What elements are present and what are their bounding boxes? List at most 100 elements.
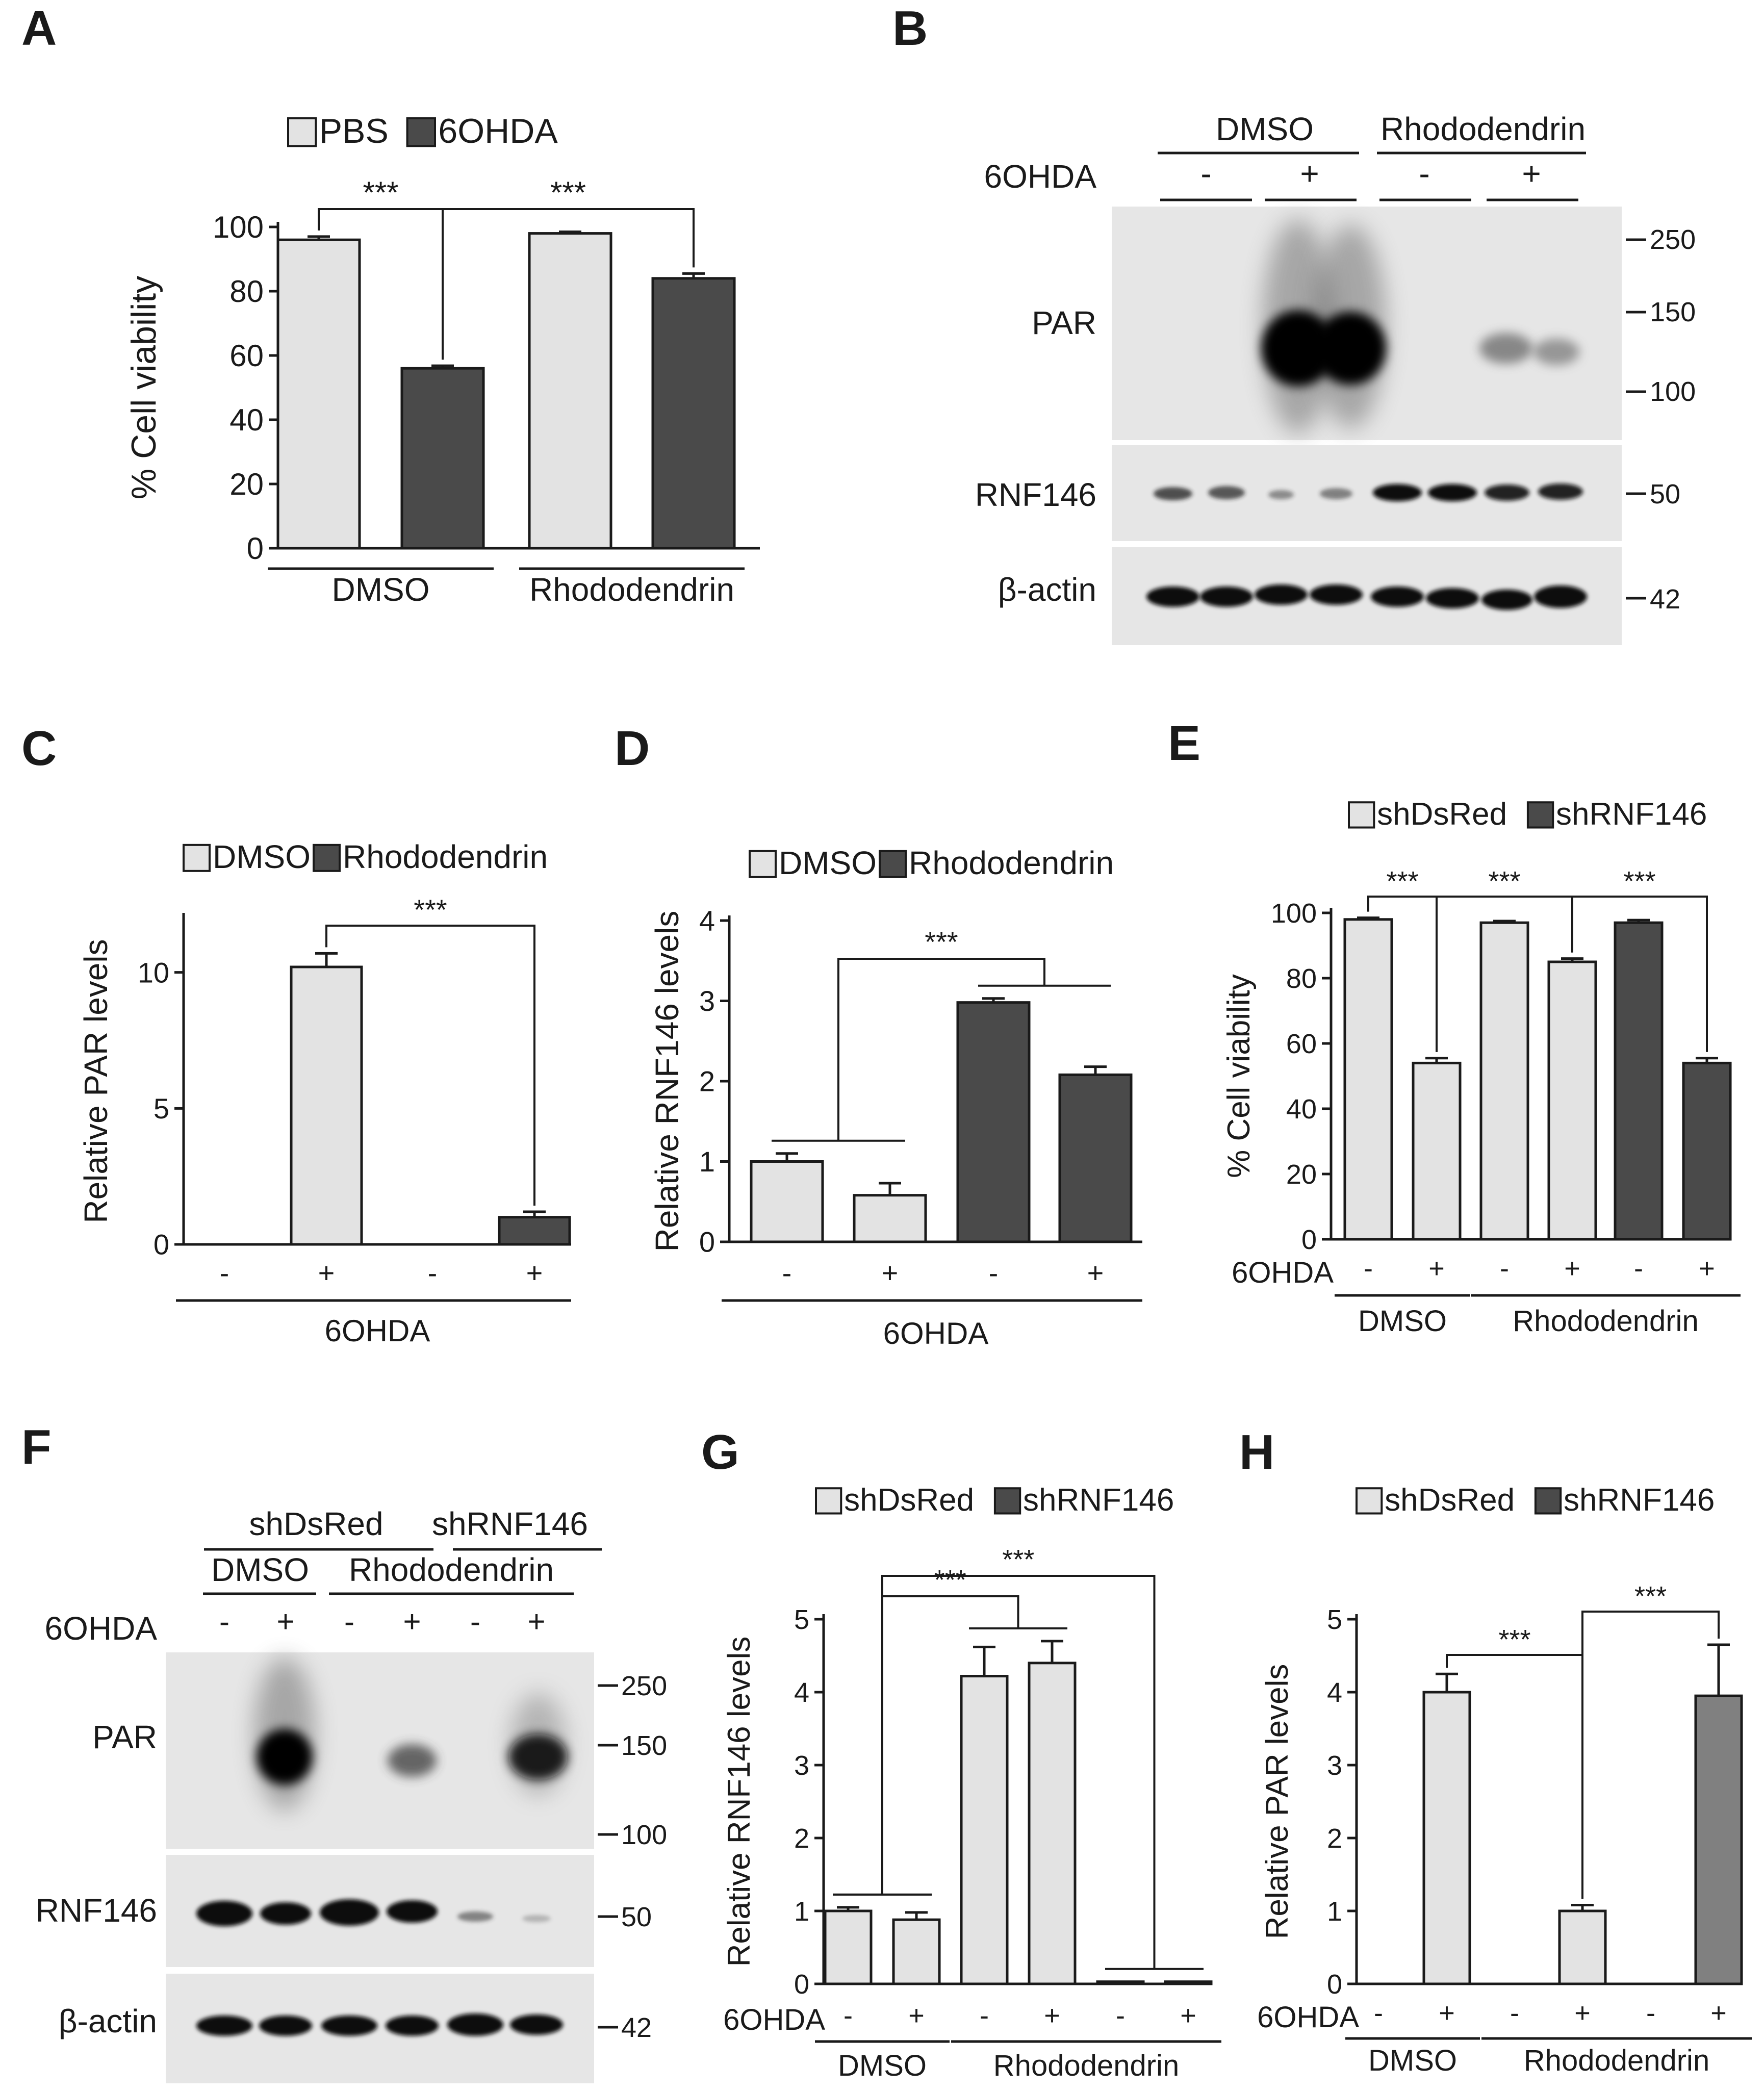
group-label: DMSO xyxy=(1368,2044,1457,2077)
y-axis-label: % Cell viability xyxy=(1221,974,1257,1178)
panel-label-a: A xyxy=(21,1,57,56)
blot-b-rnf146-band xyxy=(1320,488,1352,499)
x-tick-label: - xyxy=(1634,1253,1643,1284)
blot-b-par-band xyxy=(1315,312,1386,385)
panel-label-d: D xyxy=(615,721,650,776)
blot-b-sign: - xyxy=(1200,155,1211,192)
chart-panel-e: 0 20 40 60 80 100 % Cell viability shDsRed shRNF… xyxy=(1221,797,1741,1338)
sig-label: *** xyxy=(1634,1581,1667,1612)
sig-bracket xyxy=(442,208,695,360)
sig-label: *** xyxy=(1488,866,1520,897)
blot-b-actin-band xyxy=(1200,586,1253,607)
y-axis-label: Relative RNF146 levels xyxy=(649,911,685,1252)
blot-f-par-band xyxy=(388,1744,437,1777)
legend-label: shRNF146 xyxy=(1564,1483,1715,1518)
blot-b-row-label-par: PAR xyxy=(1032,304,1096,341)
blot-f-sign: - xyxy=(219,1604,229,1639)
legend-swatch xyxy=(993,1487,1021,1515)
y-axis-label: Relative PAR levels xyxy=(1260,1664,1295,1940)
x-tick-label: - xyxy=(1510,1998,1519,2028)
x-row-label: 6OHDA xyxy=(1232,1256,1334,1289)
bar xyxy=(1547,960,1597,1241)
sig-bracket xyxy=(325,925,535,1206)
chart-panel-a: 0 20 40 60 80 100 % Cell viability PBS 6OHDA DMSO… xyxy=(124,112,760,608)
blot-b-treatment-label: 6OHDA xyxy=(984,158,1097,195)
blot-b-actin-band xyxy=(1146,586,1199,607)
panel-label-g: G xyxy=(701,1425,739,1479)
bar xyxy=(1614,921,1664,1241)
legend-label: shDsRed xyxy=(844,1483,974,1518)
blot-b-rnf146-band xyxy=(1373,484,1422,501)
legend-swatch xyxy=(815,1487,842,1515)
blot-b-actin-band xyxy=(1481,590,1532,610)
panel-label-f: F xyxy=(21,1420,52,1474)
legend-label: shRNF146 xyxy=(1556,797,1707,832)
blot-b-rnf146-band xyxy=(1485,484,1529,501)
x-tick-label: + xyxy=(1564,1253,1580,1284)
chart-panel-h: 0 1 2 3 4 5 Relative PAR levels shDsRed shRNF146… xyxy=(1257,1483,1752,2077)
blot-f-treatment-label: 6OHDA xyxy=(45,1610,158,1647)
bar xyxy=(750,1160,824,1243)
blot-b-sign: - xyxy=(1419,155,1429,192)
blot-f-sign: + xyxy=(403,1604,421,1639)
y-tick-label: 0 xyxy=(154,1229,169,1261)
bar xyxy=(528,232,612,550)
x-tick-label: + xyxy=(882,1257,899,1289)
bar xyxy=(1343,918,1393,1241)
x-row-label: 6OHDA xyxy=(1257,2001,1359,2034)
group-label: Rhododendrin xyxy=(529,571,734,608)
blot-f-actin-band xyxy=(321,2016,377,2036)
x-tick-label: - xyxy=(843,2000,853,2031)
blot-f-par-band xyxy=(508,1734,568,1780)
x-tick-label: - xyxy=(1116,2000,1125,2031)
blot-b-actin-band xyxy=(1255,584,1308,605)
y-tick-label: 2 xyxy=(699,1065,715,1098)
bar xyxy=(1694,1694,1743,1985)
sig-label: *** xyxy=(1002,1544,1034,1575)
blot-b-rnf146-band xyxy=(1154,487,1192,500)
bar xyxy=(651,277,736,550)
blot-b-marker-150: 150 xyxy=(1650,297,1696,327)
y-tick-label: 1 xyxy=(1327,1896,1342,1927)
panel-label-b: B xyxy=(892,1,928,56)
y-axis-label: % Cell viability xyxy=(124,276,163,499)
sig-label: *** xyxy=(414,894,447,926)
panel-label-c: C xyxy=(21,721,57,776)
blot-f-rnf146-band xyxy=(260,1902,311,1925)
chart-panel-g: 0 1 2 3 4 5 Relative RNF146 levels shDsRed shRNF… xyxy=(722,1483,1221,2082)
blot-f-actin-band xyxy=(386,2016,439,2036)
sig-label: *** xyxy=(550,175,586,210)
blot-b-group-dmso: DMSO xyxy=(1216,111,1314,147)
sig-label: *** xyxy=(363,175,398,210)
y-tick-label: 60 xyxy=(1286,1029,1317,1059)
blot-f-rnf146-band xyxy=(522,1915,551,1922)
blot-f-marker-100: 100 xyxy=(621,1820,667,1850)
legend-label: Rhododendrin xyxy=(343,838,548,875)
x-tick-label: + xyxy=(526,1257,543,1289)
group-label: DMSO xyxy=(332,571,430,608)
blot-f-sign: - xyxy=(470,1604,480,1639)
blot-b-actin-band xyxy=(1426,588,1479,608)
x-tick-label: + xyxy=(1044,2000,1060,2031)
x-tick-label: + xyxy=(1428,1253,1445,1284)
panel-label-e: E xyxy=(1168,716,1200,771)
y-tick-label: 80 xyxy=(1286,963,1317,994)
blot-b-rnf146-membrane xyxy=(1112,445,1622,541)
bar xyxy=(1422,1691,1471,1985)
sig-bracket xyxy=(837,958,1045,1141)
blot-f-actin-band xyxy=(196,2016,252,2036)
x-tick-label: + xyxy=(318,1257,335,1289)
y-tick-label: 100 xyxy=(213,210,264,244)
bar xyxy=(1682,1061,1732,1241)
x-tick-label: - xyxy=(1646,1998,1655,2028)
y-tick-label: 80 xyxy=(229,274,264,309)
bar xyxy=(892,1918,941,1985)
blot-b-par-band xyxy=(1479,333,1532,364)
sig-label: *** xyxy=(934,1565,966,1595)
blot-b-row-label-actin: β-actin xyxy=(998,571,1096,608)
blot-b-rnf146-band xyxy=(1538,483,1583,500)
bar xyxy=(1164,1980,1213,1985)
x-tick-label: - xyxy=(989,1257,999,1289)
blot-b-rnf146-band xyxy=(1428,484,1477,501)
bar xyxy=(960,1675,1009,1985)
